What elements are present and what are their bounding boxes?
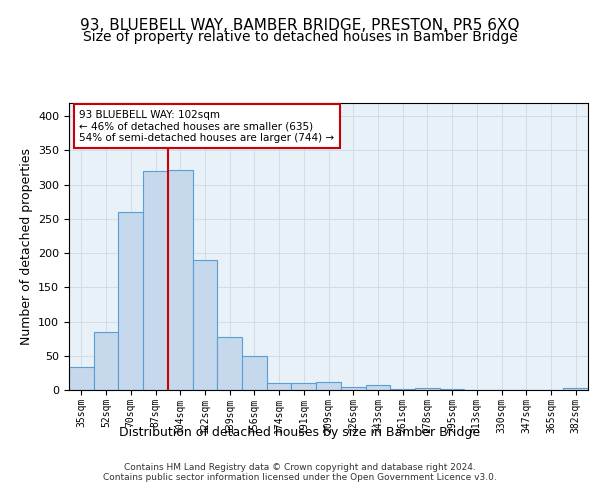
- Bar: [193, 260, 217, 390]
- Bar: [415, 388, 440, 390]
- Bar: [242, 356, 267, 390]
- Bar: [267, 383, 292, 390]
- Text: Contains HM Land Registry data © Crown copyright and database right 2024.
Contai: Contains HM Land Registry data © Crown c…: [103, 463, 497, 482]
- Bar: [316, 382, 341, 390]
- Text: 93 BLUEBELL WAY: 102sqm
← 46% of detached houses are smaller (635)
54% of semi-d: 93 BLUEBELL WAY: 102sqm ← 46% of detache…: [79, 110, 335, 143]
- Text: Distribution of detached houses by size in Bamber Bridge: Distribution of detached houses by size …: [119, 426, 481, 439]
- Text: 93, BLUEBELL WAY, BAMBER BRIDGE, PRESTON, PR5 6XQ: 93, BLUEBELL WAY, BAMBER BRIDGE, PRESTON…: [80, 18, 520, 32]
- Bar: [341, 386, 365, 390]
- Bar: [118, 212, 143, 390]
- Bar: [217, 336, 242, 390]
- Bar: [69, 368, 94, 390]
- Bar: [563, 388, 588, 390]
- Bar: [94, 332, 118, 390]
- Bar: [365, 384, 390, 390]
- Y-axis label: Number of detached properties: Number of detached properties: [20, 148, 32, 345]
- Bar: [143, 171, 168, 390]
- Text: Size of property relative to detached houses in Bamber Bridge: Size of property relative to detached ho…: [83, 30, 517, 44]
- Bar: [292, 383, 316, 390]
- Bar: [168, 170, 193, 390]
